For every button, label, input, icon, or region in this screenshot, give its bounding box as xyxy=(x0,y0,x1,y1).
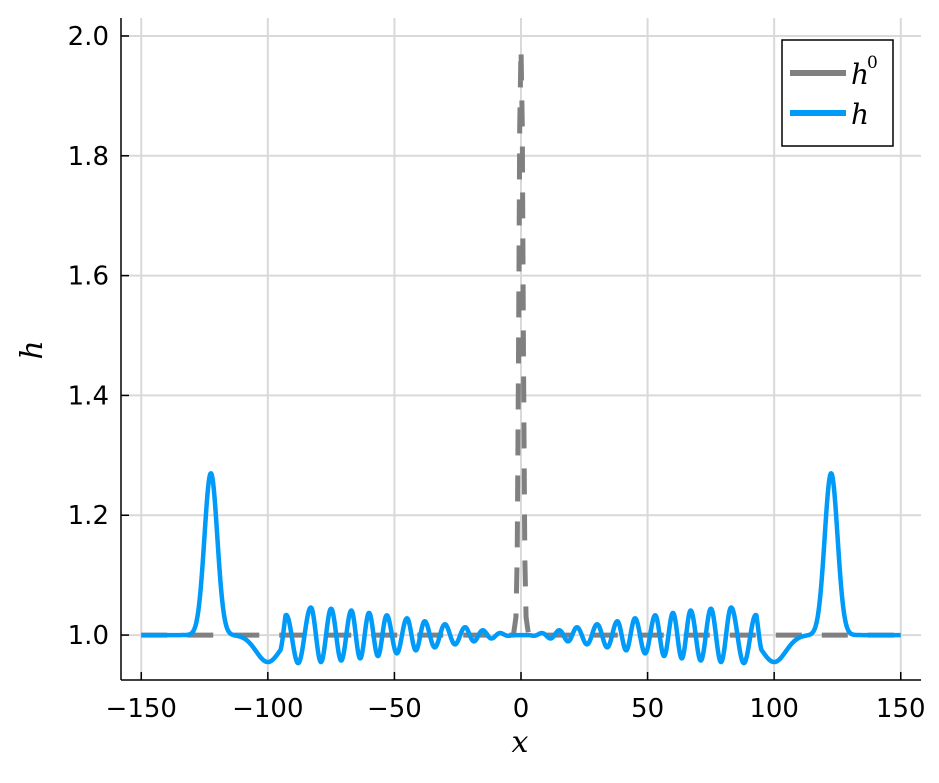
x-tick-label: −150 xyxy=(106,694,177,724)
tick-labels: −150 −100 −50 0 50 100 150 1.0 1.2 1.4 1.6 1.8 2.0 xyxy=(68,22,926,724)
legend: h0h xyxy=(781,39,894,147)
y-tick-label: 1.2 xyxy=(68,501,109,531)
y-tick-label: 2.0 xyxy=(68,22,109,52)
legend-box xyxy=(781,39,894,147)
grid xyxy=(121,18,921,680)
x-tick-label: 100 xyxy=(749,694,799,724)
series-h0-line xyxy=(141,45,901,638)
series-layer xyxy=(139,45,903,666)
y-tick-label: 1.8 xyxy=(68,142,109,172)
x-tick-label: −50 xyxy=(367,694,422,724)
legend-label: h xyxy=(851,58,869,91)
x-tick-label: −100 xyxy=(232,694,303,724)
legend-label: h xyxy=(851,98,869,131)
x-tick-label: 150 xyxy=(876,694,926,724)
x-axis-label: x xyxy=(512,725,529,760)
legend-label-superscript: 0 xyxy=(867,53,878,73)
y-tick-label: 1.0 xyxy=(68,621,109,651)
x-tick-label: 0 xyxy=(513,694,530,724)
y-axis-label: h xyxy=(15,340,50,359)
x-tick-label: 50 xyxy=(631,694,664,724)
series-h-line xyxy=(139,471,903,666)
y-tick-label: 1.4 xyxy=(68,381,109,411)
y-tick-label: 1.6 xyxy=(68,262,109,292)
